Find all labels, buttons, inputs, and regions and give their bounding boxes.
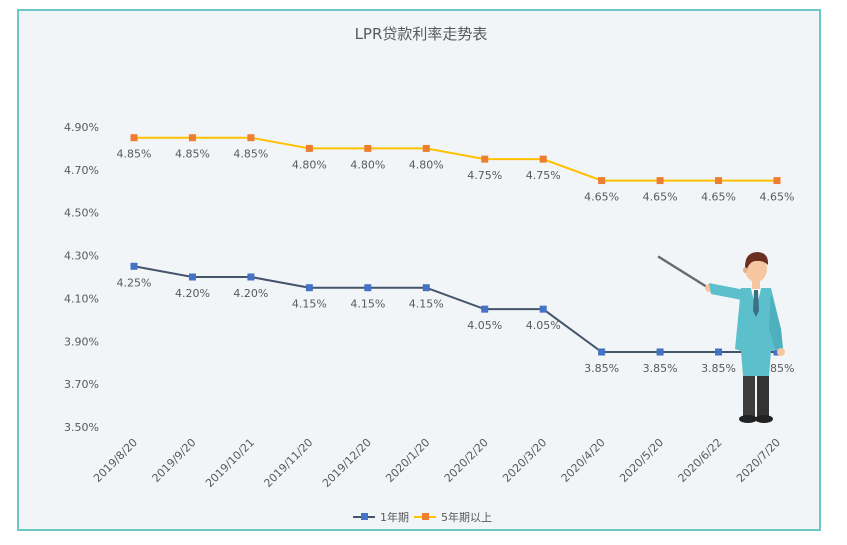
data-label: 4.85% — [233, 148, 268, 161]
data-point — [656, 177, 664, 185]
data-point — [364, 284, 372, 292]
data-point — [247, 273, 255, 281]
y-tick-label: 3.50% — [64, 421, 99, 434]
data-point — [715, 177, 723, 185]
teacher-pointing-icon — [657, 252, 785, 423]
data-label: 3.85% — [701, 362, 736, 375]
y-tick-label: 4.10% — [64, 292, 99, 305]
y-axis-ticks: 3.50% 3.70% 3.90% 4.10% 4.30% 4.50% 4.70% 4.90% — [64, 121, 99, 434]
data-label: 3.85% — [584, 362, 619, 375]
y-tick-label: 4.90% — [64, 121, 99, 134]
legend: 1年期 5年期以上 — [353, 510, 492, 524]
data-point — [656, 348, 664, 356]
y-tick-label: 3.70% — [64, 378, 99, 391]
x-axis-ticks: 2019/8/20 2019/9/20 2019/10/21 2019/11/20 20… — [91, 436, 783, 490]
x-tick-label: 2019/12/20 — [320, 436, 374, 490]
data-label: 4.05% — [526, 319, 561, 332]
data-point — [130, 262, 138, 270]
x-tick-label: 2020/4/20 — [559, 436, 608, 485]
x-tick-label: 2019/11/20 — [261, 436, 315, 490]
data-labels: 4.25% 4.20% 4.20% 4.15% 4.15% 4.15% 4.05% 4.05%… — [117, 148, 795, 375]
x-tick-label: 2020/2/20 — [442, 436, 491, 485]
data-label: 4.20% — [233, 287, 268, 300]
legend-label-5year: 5年期以上 — [441, 510, 492, 524]
data-point — [598, 348, 606, 356]
data-label: 4.25% — [117, 276, 152, 289]
data-label: 4.05% — [467, 319, 502, 332]
data-point — [188, 273, 196, 281]
x-tick-label: 2019/8/20 — [91, 436, 140, 485]
data-point — [539, 155, 547, 163]
data-label: 4.65% — [584, 191, 619, 204]
x-tick-label: 2020/5/20 — [617, 436, 666, 485]
lpr-line-chart: LPR贷款利率走势表 3.50% 3.70% 3.90% 4.10% 4.30% 4.50… — [64, 25, 795, 524]
data-label: 4.80% — [409, 158, 444, 171]
legend-item-5year: 5年期以上 — [414, 510, 492, 524]
data-label: 4.15% — [292, 298, 327, 311]
data-label: 4.85% — [117, 148, 152, 161]
data-point — [364, 144, 372, 152]
y-tick-label: 4.70% — [64, 164, 99, 177]
y-tick-label: 4.50% — [64, 207, 99, 220]
data-point — [715, 348, 723, 356]
data-label: 4.15% — [350, 298, 385, 311]
x-tick-label: 2020/6/22 — [676, 436, 725, 485]
x-tick-label: 2020/3/20 — [500, 436, 549, 485]
data-label: 4.80% — [350, 158, 385, 171]
data-point — [305, 284, 313, 292]
legend-item-1year: 1年期 — [353, 510, 409, 524]
x-tick-label: 2019/9/20 — [149, 436, 198, 485]
data-point — [598, 177, 606, 185]
data-label: 4.15% — [409, 298, 444, 311]
series-layer — [130, 134, 781, 356]
chart-frame: LPR贷款利率走势表 3.50% 3.70% 3.90% 4.10% 4.30% 4.50… — [17, 9, 821, 531]
data-point — [481, 155, 489, 163]
data-label: 4.75% — [526, 169, 561, 182]
series-line-0 — [133, 265, 777, 353]
data-point — [773, 177, 781, 185]
data-point — [188, 134, 196, 142]
series-line-1 — [134, 136, 777, 182]
data-point — [481, 305, 489, 313]
data-label: 4.20% — [175, 287, 210, 300]
data-point — [422, 284, 430, 292]
x-tick-label: 2019/10/21 — [203, 436, 257, 490]
legend-label-1year: 1年期 — [380, 510, 409, 524]
data-label: 4.65% — [643, 191, 678, 204]
y-tick-label: 4.30% — [64, 250, 99, 263]
data-point — [305, 144, 313, 152]
y-tick-label: 3.90% — [64, 335, 99, 348]
chart-title: LPR贷款利率走势表 — [355, 25, 488, 43]
data-point — [422, 144, 430, 152]
data-label: 4.80% — [292, 158, 327, 171]
data-label: 3.85% — [643, 362, 678, 375]
data-point — [539, 305, 547, 313]
data-label: 4.65% — [701, 191, 736, 204]
data-point — [130, 134, 138, 142]
x-tick-label: 2020/7/20 — [734, 436, 783, 485]
x-tick-label: 2020/1/20 — [383, 436, 432, 485]
data-label: 4.85% — [175, 148, 210, 161]
data-label: 4.65% — [760, 191, 795, 204]
data-label: 4.75% — [467, 169, 502, 182]
data-point — [247, 134, 255, 142]
